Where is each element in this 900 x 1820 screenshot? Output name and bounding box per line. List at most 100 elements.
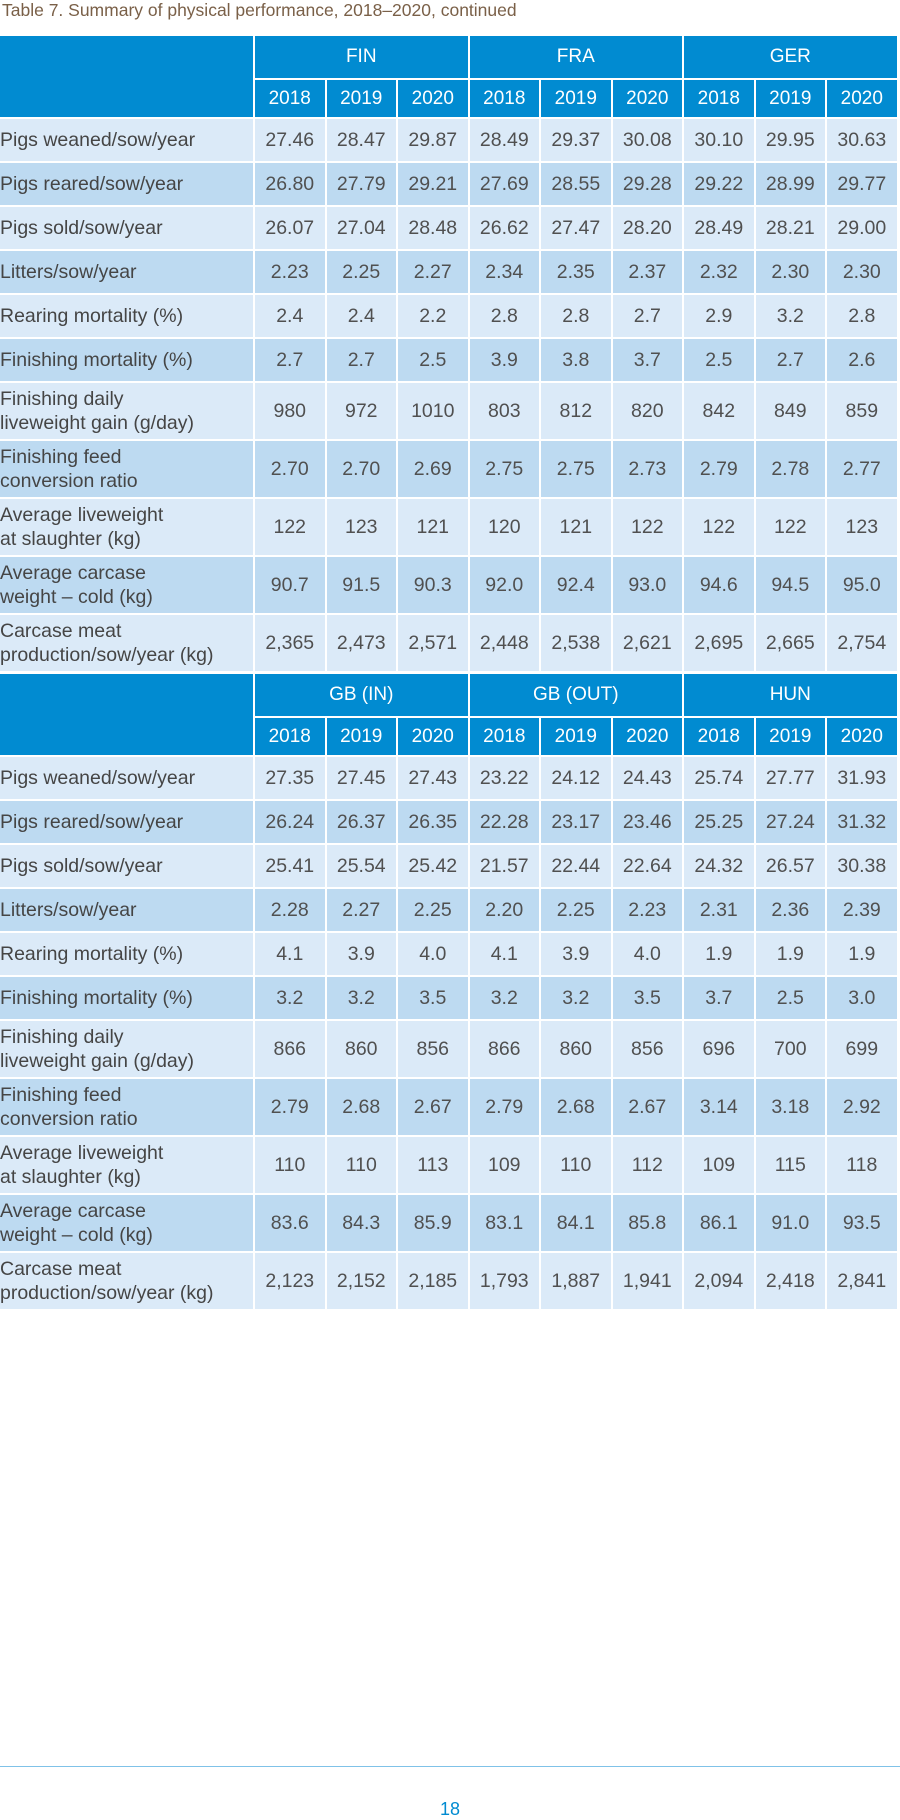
row-label: Average carcase weight – cold (kg) xyxy=(0,1193,255,1252)
table-cell: 93.0 xyxy=(610,555,685,614)
table-cell: 2.37 xyxy=(610,249,685,294)
table-cell: 3.2 xyxy=(753,293,828,338)
table-cell: 27.46 xyxy=(253,117,327,162)
table-cell: 84.1 xyxy=(539,1193,613,1252)
table-cell: 24.32 xyxy=(682,843,756,888)
table-cell: 2,621 xyxy=(610,613,685,671)
table-cell: 2.35 xyxy=(539,249,613,294)
table-cell: 3.2 xyxy=(253,975,327,1020)
table-cell: 30.10 xyxy=(682,117,756,162)
table-cell: 30.38 xyxy=(825,843,899,888)
row-label-line: Pigs reared/sow/year xyxy=(0,173,184,195)
table-cell: 2.32 xyxy=(682,249,756,294)
table-cell: 2,094 xyxy=(682,1251,756,1309)
table-cell: 842 xyxy=(682,381,756,440)
table-cell: 2.5 xyxy=(753,975,828,1020)
table-cell: 28.47 xyxy=(324,117,398,162)
table-cell: 2.92 xyxy=(825,1077,899,1136)
table-cell: 2,365 xyxy=(253,613,327,671)
table-cell: 109 xyxy=(467,1135,542,1194)
table-cell: 2,841 xyxy=(825,1251,899,1309)
table-cell: 110 xyxy=(324,1135,398,1194)
table-cell: 27.04 xyxy=(324,205,398,250)
table-cell: 25.41 xyxy=(253,843,327,888)
row-label: Average carcase weight – cold (kg) xyxy=(0,555,255,614)
table-cell: 700 xyxy=(753,1019,828,1078)
table-cell: 26.07 xyxy=(253,205,327,250)
row-label: Pigs reared/sow/year xyxy=(0,799,255,844)
table-cell: 860 xyxy=(539,1019,613,1078)
performance-table-2: GB (IN) GB (OUT) HUN 2018 2019 2020 2018 2019 20… xyxy=(0,674,899,1309)
year-header-row: 2018 2019 2020 2018 2019 2020 2018 2019 2020 xyxy=(0,78,899,118)
table-row: Average liveweight at slaughter (kg) 122 12… xyxy=(0,497,899,556)
year-header: 2018 xyxy=(682,78,756,118)
table-cell: 28.55 xyxy=(539,161,613,206)
table-cell: 22.28 xyxy=(467,799,542,844)
table-cell: 2.25 xyxy=(539,887,613,932)
row-label-line: Carcase meat xyxy=(0,1258,122,1280)
year-header: 2018 xyxy=(253,716,327,756)
table-cell: 28.20 xyxy=(610,205,685,250)
header-blank-cell xyxy=(0,36,255,118)
table-cell: 3.8 xyxy=(539,337,613,382)
row-label: Finishing feed conversion ratio xyxy=(0,439,255,498)
year-header: 2018 xyxy=(253,78,327,118)
row-label: Pigs weaned/sow/year xyxy=(0,755,255,800)
table-cell: 2.34 xyxy=(467,249,542,294)
country-header: FRA xyxy=(467,36,685,79)
table-cell: 803 xyxy=(467,381,542,440)
table-cell: 2.2 xyxy=(396,293,470,338)
year-header: 2020 xyxy=(825,716,899,756)
table-cell: 2.25 xyxy=(396,887,470,932)
table-cell: 972 xyxy=(324,381,398,440)
row-label-line: Carcase meat xyxy=(0,620,122,642)
table-cell: 2,665 xyxy=(753,613,828,671)
table-row: Litters/sow/year 2.28 2.27 2.25 2.20 2.25 2.23… xyxy=(0,887,899,932)
table-cell: 93.5 xyxy=(825,1193,899,1252)
table-cell: 23.17 xyxy=(539,799,613,844)
table-cell: 2.30 xyxy=(825,249,899,294)
table-cell: 28.21 xyxy=(753,205,828,250)
table-row: Rearing mortality (%) 4.1 3.9 4.0 4.1 3.9 4.0 1… xyxy=(0,931,899,976)
table-cell: 2.70 xyxy=(324,439,398,498)
table-cell: 1,793 xyxy=(467,1251,542,1309)
table-cell: 24.12 xyxy=(539,755,613,800)
table-cell: 1010 xyxy=(396,381,470,440)
year-header: 2020 xyxy=(396,716,470,756)
table-cell: 112 xyxy=(610,1135,685,1194)
row-label-line: Average carcase xyxy=(0,1200,146,1222)
table-cell: 820 xyxy=(610,381,685,440)
table-cell: 849 xyxy=(753,381,828,440)
table-cell: 2,152 xyxy=(324,1251,398,1309)
row-label-line: Pigs weaned/sow/year xyxy=(0,129,196,151)
row-label-line: Finishing feed xyxy=(0,446,122,468)
table-cell: 113 xyxy=(396,1135,470,1194)
year-header: 2019 xyxy=(324,78,398,118)
table-cell: 2.69 xyxy=(396,439,470,498)
table-cell: 3.9 xyxy=(467,337,542,382)
table-cell: 812 xyxy=(539,381,613,440)
row-label-line: production/sow/year (kg) xyxy=(0,644,214,666)
table-cell: 2.8 xyxy=(467,293,542,338)
year-header: 2019 xyxy=(539,78,613,118)
table-row: Pigs sold/sow/year 25.41 25.54 25.42 21.57 22… xyxy=(0,843,899,888)
table-cell: 3.0 xyxy=(825,975,899,1020)
table-row: Average liveweight at slaughter (kg) 110 11… xyxy=(0,1135,899,1194)
row-label-line: production/sow/year (kg) xyxy=(0,1282,214,1304)
table-cell: 22.44 xyxy=(539,843,613,888)
table-cell: 122 xyxy=(753,497,828,556)
table-cell: 2,448 xyxy=(467,613,542,671)
row-label-line: Finishing daily xyxy=(0,388,124,410)
table-row: Carcase meat production/sow/year (kg) 2,12… xyxy=(0,1251,899,1309)
table-cell: 29.87 xyxy=(396,117,470,162)
table-cell: 2.27 xyxy=(324,887,398,932)
year-header-row: 2018 2019 2020 2018 2019 2020 2018 2019 2020 xyxy=(0,716,899,756)
row-label-line: Finishing mortality (%) xyxy=(0,987,193,1009)
table-cell: 115 xyxy=(753,1135,828,1194)
year-header: 2018 xyxy=(467,716,542,756)
table-cell: 2.4 xyxy=(324,293,398,338)
table-cell: 90.3 xyxy=(396,555,470,614)
table-cell: 27.47 xyxy=(539,205,613,250)
table-cell: 26.57 xyxy=(753,843,828,888)
table-row: Litters/sow/year 2.23 2.25 2.27 2.34 2.35 2.37… xyxy=(0,249,899,294)
